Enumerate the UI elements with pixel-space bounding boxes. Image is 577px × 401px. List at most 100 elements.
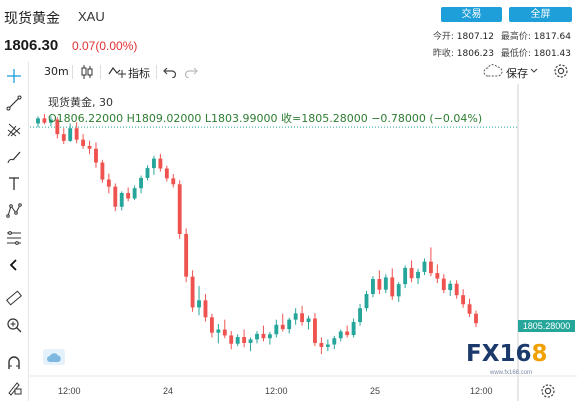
candle-down [229,335,234,344]
candle-down [280,324,285,330]
candle-up [293,313,298,320]
candle-down [177,184,182,234]
magnet-icon[interactable] [3,352,25,374]
candle-down [222,329,227,336]
lock-drawing-icon[interactable] [3,377,25,399]
candle-up [255,333,259,340]
candle-up [197,300,201,308]
candle-down [203,300,208,318]
fx168-watermark: FX168 [466,341,547,367]
trade-button[interactable]: 交易 [441,7,502,22]
candle-down [461,295,466,305]
candle-down [106,179,111,187]
candle-down [184,234,189,277]
candle-up [306,318,311,323]
candles-group [36,114,478,354]
ruler-icon[interactable] [3,287,25,309]
candle-up [332,338,337,345]
candle-up [68,128,73,141]
redo-icon[interactable] [184,64,198,81]
candle-up [119,192,124,207]
candle-up [216,329,221,333]
save-button[interactable]: 保存 [506,67,528,80]
candle-style-icon[interactable] [80,64,94,83]
candle-down [94,148,98,163]
candle-down [319,342,324,347]
watermark-fx: FX [466,341,500,367]
candle-down [209,317,214,333]
pattern-icon[interactable] [3,200,25,222]
candle-down [126,192,131,199]
candle-up [145,168,150,178]
candle-up [267,334,272,339]
candle-down [474,313,478,324]
candle-down [81,139,86,146]
indicators-icon[interactable] [108,64,126,83]
candle-down [441,278,446,291]
candle-down [467,304,472,314]
candle-up [274,324,279,335]
chart-settings-icon[interactable] [540,383,556,401]
candle-down [42,118,47,123]
drawing-toolbar [0,62,29,401]
candlestick-chart[interactable] [30,84,577,401]
current-price: 1806.30 [4,37,59,54]
indicators-button[interactable]: 指标 [128,67,150,80]
toolbar-divider [72,65,73,79]
legend-ohlc: O1806.22000 H1809.02000 L1803.99000 收=18… [48,112,483,125]
candle-down [74,128,79,140]
text-tool-icon[interactable] [3,173,25,195]
stats-row-open-high: 今开: 1807.12 最高价: 1817.64 [433,29,571,42]
low-value: 1801.43 [533,49,571,59]
undo-icon[interactable] [163,64,177,81]
trend-line-icon[interactable] [3,92,25,114]
candle-down [300,313,305,323]
candle-down [242,337,247,343]
pitchfork-icon[interactable] [3,119,25,141]
cloud-icon[interactable] [43,349,65,365]
crosshair-icon[interactable] [3,65,25,87]
low-label: 最低价: [500,49,531,59]
x-axis-label: 25 [370,386,381,396]
candle-down [164,168,169,179]
toolbar-divider [100,65,101,79]
candle-down [454,283,459,296]
zoom-in-icon[interactable] [3,314,25,336]
cloud-save-icon[interactable] [483,64,503,81]
fullscreen-button[interactable]: 全屏 [509,7,572,22]
candle-up [139,177,143,189]
settings-gear-icon[interactable] [553,63,569,82]
candle-down [113,186,118,207]
interval-select[interactable]: 30m [44,65,69,78]
x-axis-label: 12:00 [470,386,493,396]
candle-down [158,158,163,169]
candle-up [235,337,240,344]
candle-up [287,319,292,330]
candle-up [416,271,420,279]
candle-down [87,145,92,149]
candle-up [132,188,137,199]
watermark-url: www.fx168.com [490,370,533,376]
candle-up [358,308,362,323]
fib-retracement-icon[interactable] [3,227,25,249]
candle-down [377,279,382,290]
candle-down [190,276,195,308]
collapse-toolbar-icon[interactable] [3,254,25,276]
legend-instrument: 现货黄金, 30 [48,96,113,109]
candle-down [435,273,440,279]
brush-icon[interactable] [3,146,25,168]
price-chart[interactable] [30,84,577,401]
candle-down [428,261,433,274]
high-value: 1817.64 [533,32,571,42]
candle-down [55,119,60,135]
candle-up [371,279,375,294]
instrument-symbol: XAU [78,9,105,24]
save-dropdown-icon[interactable] [529,64,539,81]
candle-up [325,344,330,347]
x-axis-label: 12:00 [265,386,288,396]
candle-down [61,134,66,141]
stats-row-prev-low: 昨收: 1806.23 最低价: 1801.43 [433,46,571,59]
candle-up [338,331,343,339]
instrument-title: 现货黄金 [4,11,60,27]
candle-down [261,333,266,339]
